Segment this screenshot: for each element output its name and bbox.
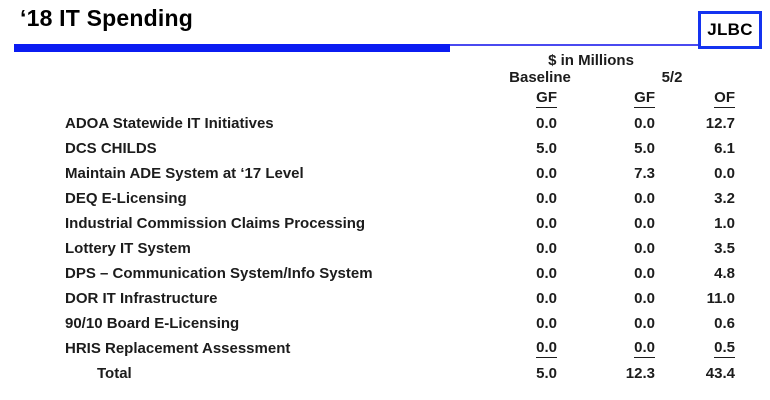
col-header-52-of: OF [714,89,735,108]
row-label: DPS – Communication System/Info System [65,265,373,282]
row-value-52-gf: 0.0 [634,339,655,358]
row-value-baseline-gf: 0.0 [536,339,557,358]
row-label: Lottery IT System [65,240,191,257]
row-value-52-gf: 0.0 [634,240,655,257]
row-value-52-of: 0.0 [714,165,735,182]
total-row: Total 5.0 12.3 43.4 [65,361,735,386]
row-label: DEQ E-Licensing [65,190,187,207]
total-label: Total [97,365,132,382]
total-value-52-gf: 12.3 [625,365,655,382]
col-header-52-gf: GF [634,89,655,108]
jlbc-logo-label: JLBC [707,20,753,39]
row-value-baseline-gf: 0.0 [536,290,557,307]
table-row: 90/10 Board E-Licensing 0.0 0.0 0.6 [65,311,735,336]
row-label: 90/10 Board E-Licensing [65,315,240,332]
units-header-row: $ in Millions [65,52,735,69]
jlbc-logo: JLBC [698,11,762,49]
row-value-52-of: 0.6 [714,315,735,332]
table-row: DPS – Communication System/Info System 0… [65,261,735,286]
row-value-52-of: 1.0 [714,215,735,232]
group-header-row: Baseline 5/2 [65,69,735,87]
row-value-52-gf: 0.0 [634,265,655,282]
row-value-52-of: 3.5 [714,240,735,257]
row-value-52-of: 12.7 [705,115,735,132]
row-value-52-gf: 0.0 [634,315,655,332]
column-header-row: GF GF OF [65,87,735,111]
spending-table: $ in Millions Baseline 5/2 GF GF OF ADOA… [65,52,735,386]
may2-group-header: 5/2 [661,69,683,86]
row-label: DCS CHILDS [65,140,157,157]
row-value-52-gf: 0.0 [634,290,655,307]
table-row: Maintain ADE System at ‘17 Level 0.0 7.3… [65,161,735,186]
table-row: DCS CHILDS 5.0 5.0 6.1 [65,136,735,161]
units-label: $ in Millions [548,52,634,69]
row-label: ADOA Statewide IT Initiatives [65,115,274,132]
table-row: HRIS Replacement Assessment 0.0 0.0 0.5 [65,336,735,361]
accent-bar [14,44,450,52]
row-value-52-gf: 0.0 [634,190,655,207]
spacer [65,69,475,87]
total-value-baseline-gf: 5.0 [536,365,557,382]
page-title: ‘18 IT Spending [20,5,193,31]
row-value-52-of: 6.1 [714,140,735,157]
row-label: Maintain ADE System at ‘17 Level [65,165,304,182]
table-body: ADOA Statewide IT Initiatives 0.0 0.0 12… [65,111,735,361]
table-row: DEQ E-Licensing 0.0 0.0 3.2 [65,186,735,211]
accent-thin-rule [450,44,698,46]
row-value-baseline-gf: 0.0 [536,240,557,257]
row-value-52-of: 11.0 [706,290,735,307]
row-value-baseline-gf: 0.0 [536,190,557,207]
row-label: Industrial Commission Claims Processing [65,215,366,232]
row-value-baseline-gf: 0.0 [536,265,557,282]
row-value-52-gf: 7.3 [634,165,655,182]
row-value-baseline-gf: 0.0 [536,315,557,332]
table-row: Industrial Commission Claims Processing … [65,211,735,236]
col-header-baseline-gf: GF [536,89,557,108]
row-value-52-of: 3.2 [714,190,735,207]
spacer [605,69,642,87]
row-value-baseline-gf: 0.0 [536,165,557,182]
baseline-group-header: Baseline [509,69,571,86]
table-row: DOR IT Infrastructure 0.0 0.0 11.0 [65,286,735,311]
row-value-baseline-gf: 5.0 [536,140,557,157]
table-row: ADOA Statewide IT Initiatives 0.0 0.0 12… [65,111,735,136]
row-value-baseline-gf: 0.0 [536,115,557,132]
row-value-52-of: 4.8 [714,265,735,282]
row-value-52-gf: 5.0 [634,140,655,157]
row-label: HRIS Replacement Assessment [65,340,291,357]
row-label: DOR IT Infrastructure [65,290,218,307]
row-value-52-of: 0.5 [714,339,735,358]
total-value-52-of: 43.4 [705,365,735,382]
row-value-52-gf: 0.0 [634,115,655,132]
row-value-baseline-gf: 0.0 [536,215,557,232]
table-row: Lottery IT System 0.0 0.0 3.5 [65,236,735,261]
row-value-52-gf: 0.0 [634,215,655,232]
